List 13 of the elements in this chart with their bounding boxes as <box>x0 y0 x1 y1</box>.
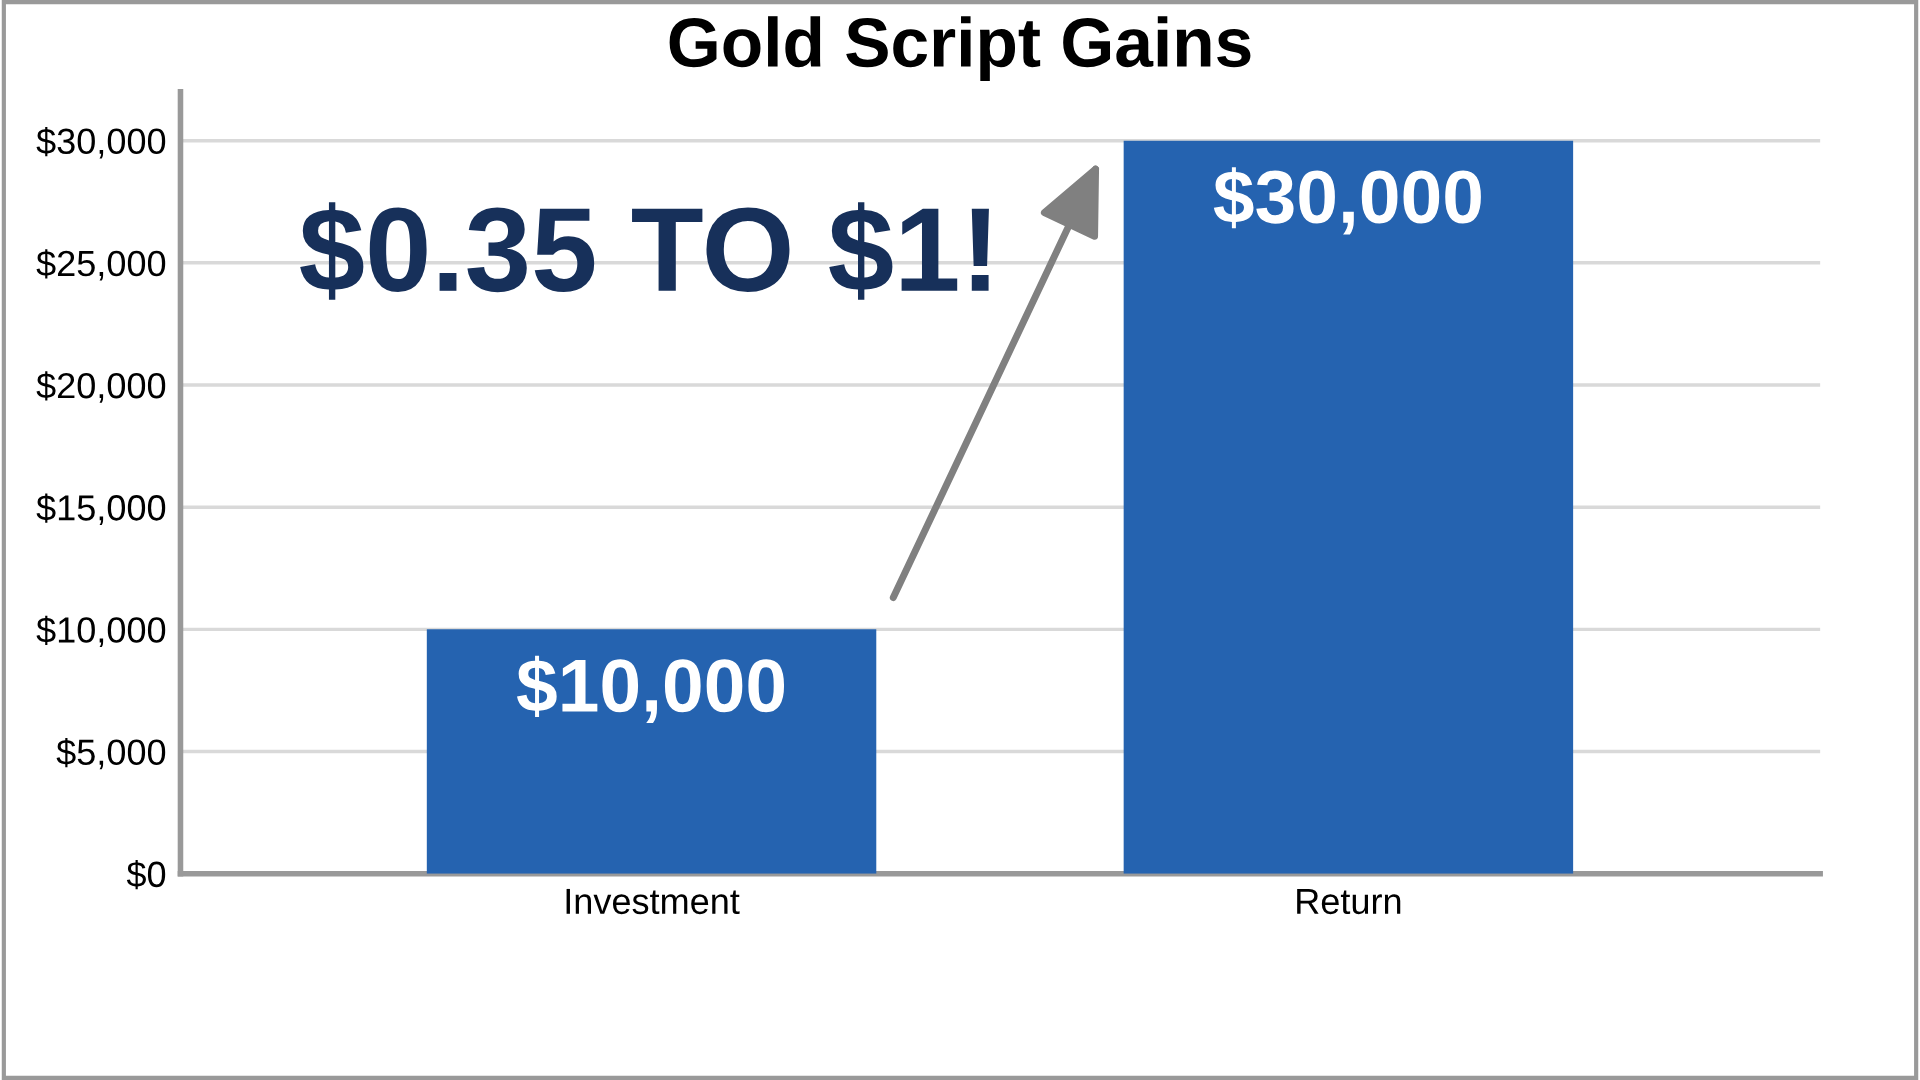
data-label: $10,000 <box>516 655 785 724</box>
y-tick-label: $10,000 <box>36 615 166 648</box>
x-tick-label: Investment <box>566 888 740 915</box>
x-tick-label: Return <box>1297 888 1401 915</box>
y-tick-label: $20,000 <box>36 371 166 403</box>
y-tick-label: $25,000 <box>36 249 166 281</box>
chart-title: Gold Script Gains <box>669 16 1251 81</box>
data-label: $30,000 <box>1213 167 1481 235</box>
y-tick-label: $5,000 <box>56 737 166 770</box>
y-tick-label: $0 <box>126 860 166 890</box>
annotation: $0.35 TO $1! <box>300 202 989 300</box>
y-tick-label: $30,000 <box>36 127 166 159</box>
y-tick-label: $15,000 <box>36 493 166 525</box>
